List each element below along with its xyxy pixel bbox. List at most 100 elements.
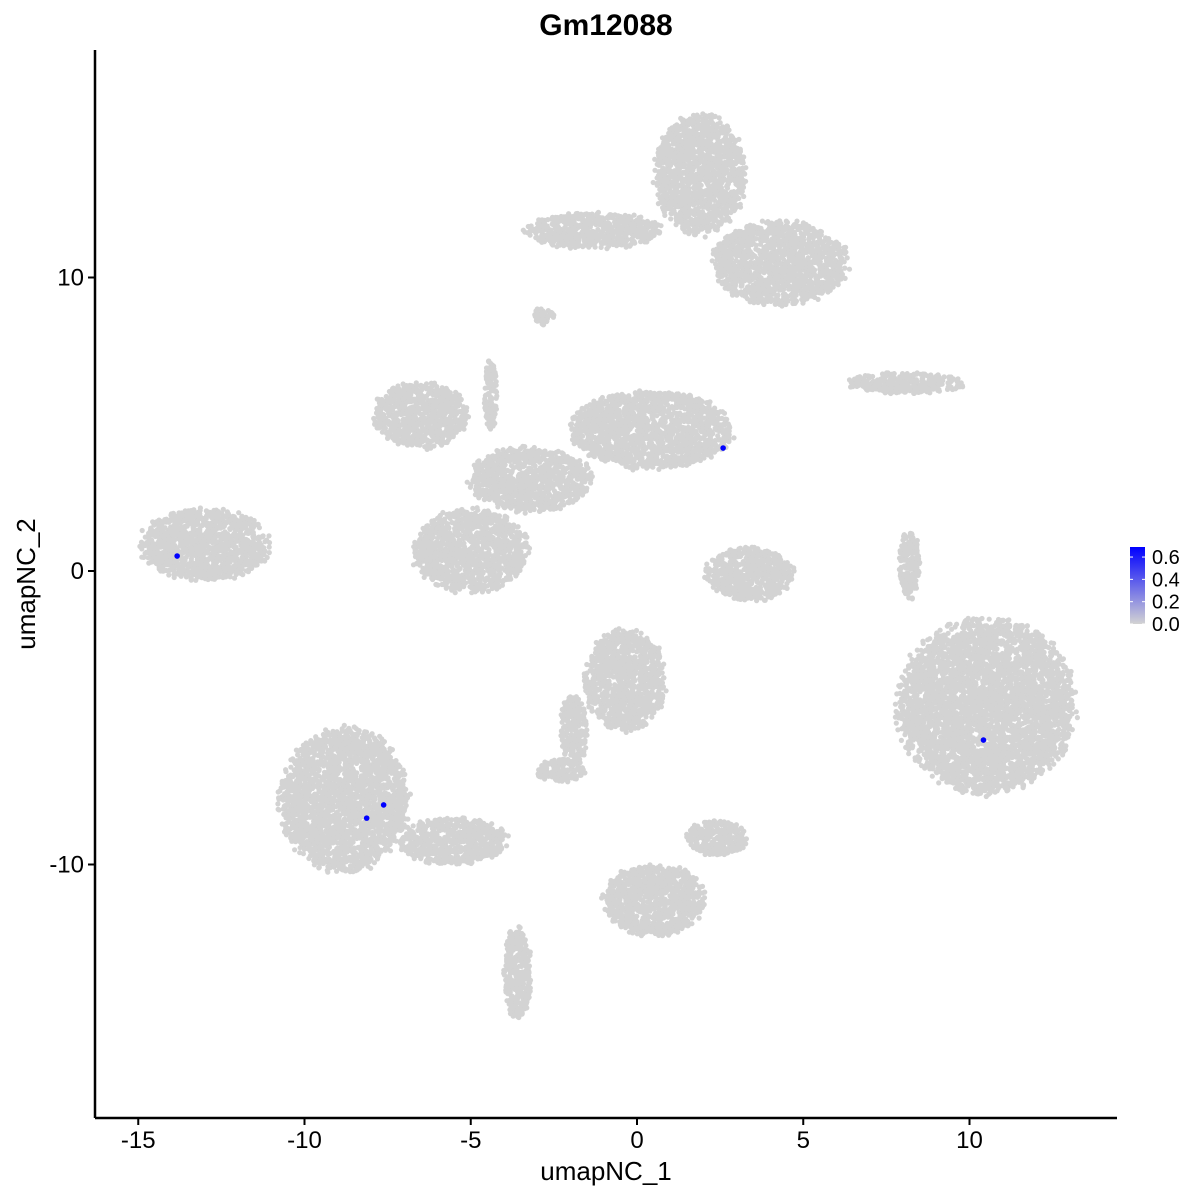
cell-point: [445, 431, 451, 437]
cell-point: [447, 400, 453, 407]
cell-point: [815, 296, 821, 302]
cell-point: [537, 217, 543, 223]
cell-point: [721, 160, 727, 166]
cell-point: [616, 238, 622, 244]
cell-point: [678, 132, 684, 138]
cell-point: [385, 434, 391, 441]
cell-point: [694, 185, 701, 191]
cell-point: [783, 298, 789, 305]
cell-point: [723, 154, 730, 160]
cell-point: [751, 226, 757, 232]
cell-point: [411, 415, 417, 421]
cell-point: [724, 183, 730, 190]
cell-point: [549, 221, 555, 227]
cell-point: [536, 222, 542, 228]
cell-point: [706, 127, 712, 133]
cell-point: [586, 218, 592, 224]
cell-point: [706, 215, 713, 221]
cell-point: [638, 221, 644, 227]
cell-point: [776, 273, 782, 279]
cell-point: [696, 169, 703, 175]
cell-point: [732, 139, 738, 145]
cell-point: [732, 265, 738, 271]
cell-point: [703, 119, 709, 125]
cell-point: [525, 230, 531, 236]
cell-point: [679, 147, 685, 153]
cell-point: [664, 167, 670, 173]
cell-point: [422, 429, 429, 435]
cell-point: [668, 162, 674, 168]
cell-point: [866, 382, 872, 388]
cell-point: [707, 132, 713, 138]
cell-point: [376, 419, 382, 425]
cell-point: [799, 282, 805, 288]
cell-point: [826, 284, 832, 290]
cell-point: [695, 148, 702, 154]
cell-point: [784, 231, 790, 237]
cell-point: [791, 244, 797, 250]
cell-point: [785, 294, 791, 300]
cell-point: [639, 225, 645, 231]
cell-point: [692, 139, 698, 145]
cell-point: [778, 247, 784, 254]
cell-point: [738, 190, 744, 196]
cell-point: [683, 143, 689, 149]
cell-point: [575, 243, 581, 249]
cell-point: [460, 411, 466, 417]
cell-point: [732, 150, 739, 156]
cell-point: [723, 146, 729, 152]
cell-point: [805, 241, 812, 247]
cell-point: [795, 251, 801, 257]
cell-point: [666, 175, 672, 181]
cell-point: [720, 138, 726, 144]
cell-point: [450, 434, 456, 440]
cell-point: [710, 114, 717, 120]
cell-point: [800, 222, 806, 228]
cell-point: [704, 224, 710, 230]
cell-point: [719, 130, 725, 136]
cell-point: [725, 276, 731, 282]
cell-point: [539, 321, 545, 327]
cell-point: [437, 419, 443, 425]
cell-point: [409, 388, 415, 394]
cell-point: [652, 167, 658, 173]
cell-point: [724, 217, 730, 223]
cell-point: [912, 390, 918, 396]
cell-point: [585, 229, 591, 235]
cell-point: [811, 258, 817, 264]
cell-point: [687, 133, 693, 140]
cell-point: [558, 226, 564, 232]
cell-point: [704, 192, 710, 198]
cell-point: [404, 428, 411, 434]
cell-point: [922, 371, 928, 377]
cell-point: [667, 126, 673, 132]
cell-point: [734, 292, 740, 298]
cell-point: [571, 219, 577, 225]
cell-point: [716, 160, 722, 166]
cell-point: [439, 396, 445, 402]
cell-point: [709, 156, 715, 162]
cell-point: [600, 221, 606, 227]
cell-point: [447, 413, 454, 420]
cell-point: [385, 429, 391, 435]
cell-point: [775, 235, 781, 241]
cell-point: [773, 250, 779, 256]
cell-point: [605, 213, 612, 220]
cell-point: [429, 437, 435, 444]
cell-point: [675, 137, 681, 143]
cell-point: [697, 213, 703, 219]
cell-point: [772, 230, 779, 236]
cell-point: [831, 246, 837, 252]
cell-point: [819, 271, 826, 277]
cell-point: [393, 387, 399, 393]
cell-point: [955, 376, 961, 382]
cell-point: [602, 240, 608, 246]
cell-point: [426, 390, 432, 396]
cell-point: [936, 388, 943, 394]
cell-point: [724, 167, 730, 173]
cell-point: [707, 200, 713, 206]
cell-point: [784, 235, 790, 241]
cell-point: [587, 241, 593, 247]
cell-point: [866, 373, 873, 379]
